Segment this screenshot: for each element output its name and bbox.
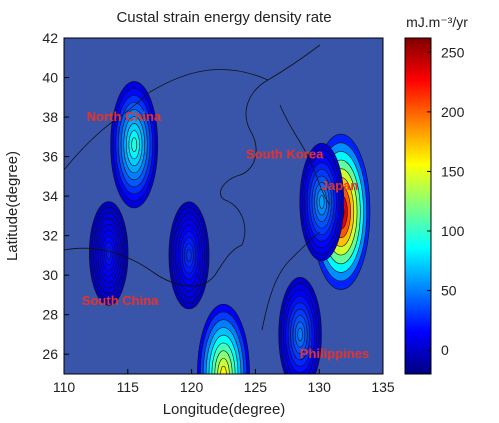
coastline — [220, 44, 321, 246]
x-tick-label: 115 — [117, 379, 140, 395]
region-label: North China — [87, 109, 162, 124]
contour-band — [131, 137, 138, 152]
x-tick-label: 130 — [308, 379, 332, 395]
region-label: Philippines — [300, 346, 369, 361]
contour-layer — [88, 81, 371, 374]
region-label: Japan — [321, 178, 359, 193]
colorbar-tick-label: 250 — [441, 44, 465, 60]
coastline — [279, 104, 331, 206]
y-tick-label: 32 — [42, 228, 58, 244]
y-tick-label: 42 — [42, 30, 58, 46]
contour-band — [186, 249, 192, 262]
colorbar-tick-label: 100 — [441, 223, 465, 239]
chart-title: Custal strain energy density rate — [116, 9, 331, 26]
y-tick-label: 40 — [42, 70, 58, 86]
plot-area: North China South Korea Japan South China Ph… — [64, 38, 383, 374]
contour-band — [297, 327, 303, 342]
coastline — [261, 231, 321, 331]
contour-band — [106, 247, 112, 260]
x-axis-label: Longitude(degree) — [163, 401, 286, 418]
coastline — [64, 244, 243, 287]
y-tick-label: 26 — [42, 346, 58, 362]
x-tick-label: 120 — [180, 379, 204, 395]
x-tick-label: 110 — [53, 379, 76, 395]
colorbar-gradient — [404, 37, 432, 375]
x-tick-label: 125 — [244, 379, 268, 395]
x-axis: 110 115 120 125 130 135 — [53, 369, 395, 395]
colorbar-tick-label: 200 — [441, 104, 465, 120]
coastline — [149, 69, 269, 93]
region-label: South Korea — [246, 147, 324, 162]
y-tick-label: 36 — [42, 149, 58, 165]
contour-band — [319, 195, 325, 209]
x-tick-label: 135 — [371, 379, 395, 395]
colorbar-tick-label: 150 — [441, 163, 465, 179]
coastline-layer — [64, 44, 331, 331]
y-tick-label: 34 — [42, 188, 58, 204]
y-tick-label: 28 — [42, 307, 58, 323]
colorbar-ticks: 0 50 100 150 200 250 — [427, 44, 465, 358]
y-axis: 26 28 30 32 34 36 38 40 42 — [42, 30, 69, 362]
coastline — [64, 91, 151, 171]
plot-frame — [63, 37, 384, 375]
region-labels: North China South Korea Japan South China Ph… — [82, 109, 369, 361]
contour-band — [220, 365, 227, 374]
colorbar: 0 50 100 150 200 250 mJ.m⁻³/yr — [404, 14, 468, 375]
colorbar-unit: mJ.m⁻³/yr — [406, 14, 468, 30]
y-tick-label: 30 — [42, 267, 58, 283]
colorbar-tick-label: 50 — [441, 283, 457, 299]
y-tick-label: 38 — [42, 109, 58, 125]
colorbar-tick-label: 0 — [441, 342, 449, 358]
region-label: South China — [82, 293, 159, 308]
y-axis-label: Latitude(degree) — [4, 151, 21, 261]
